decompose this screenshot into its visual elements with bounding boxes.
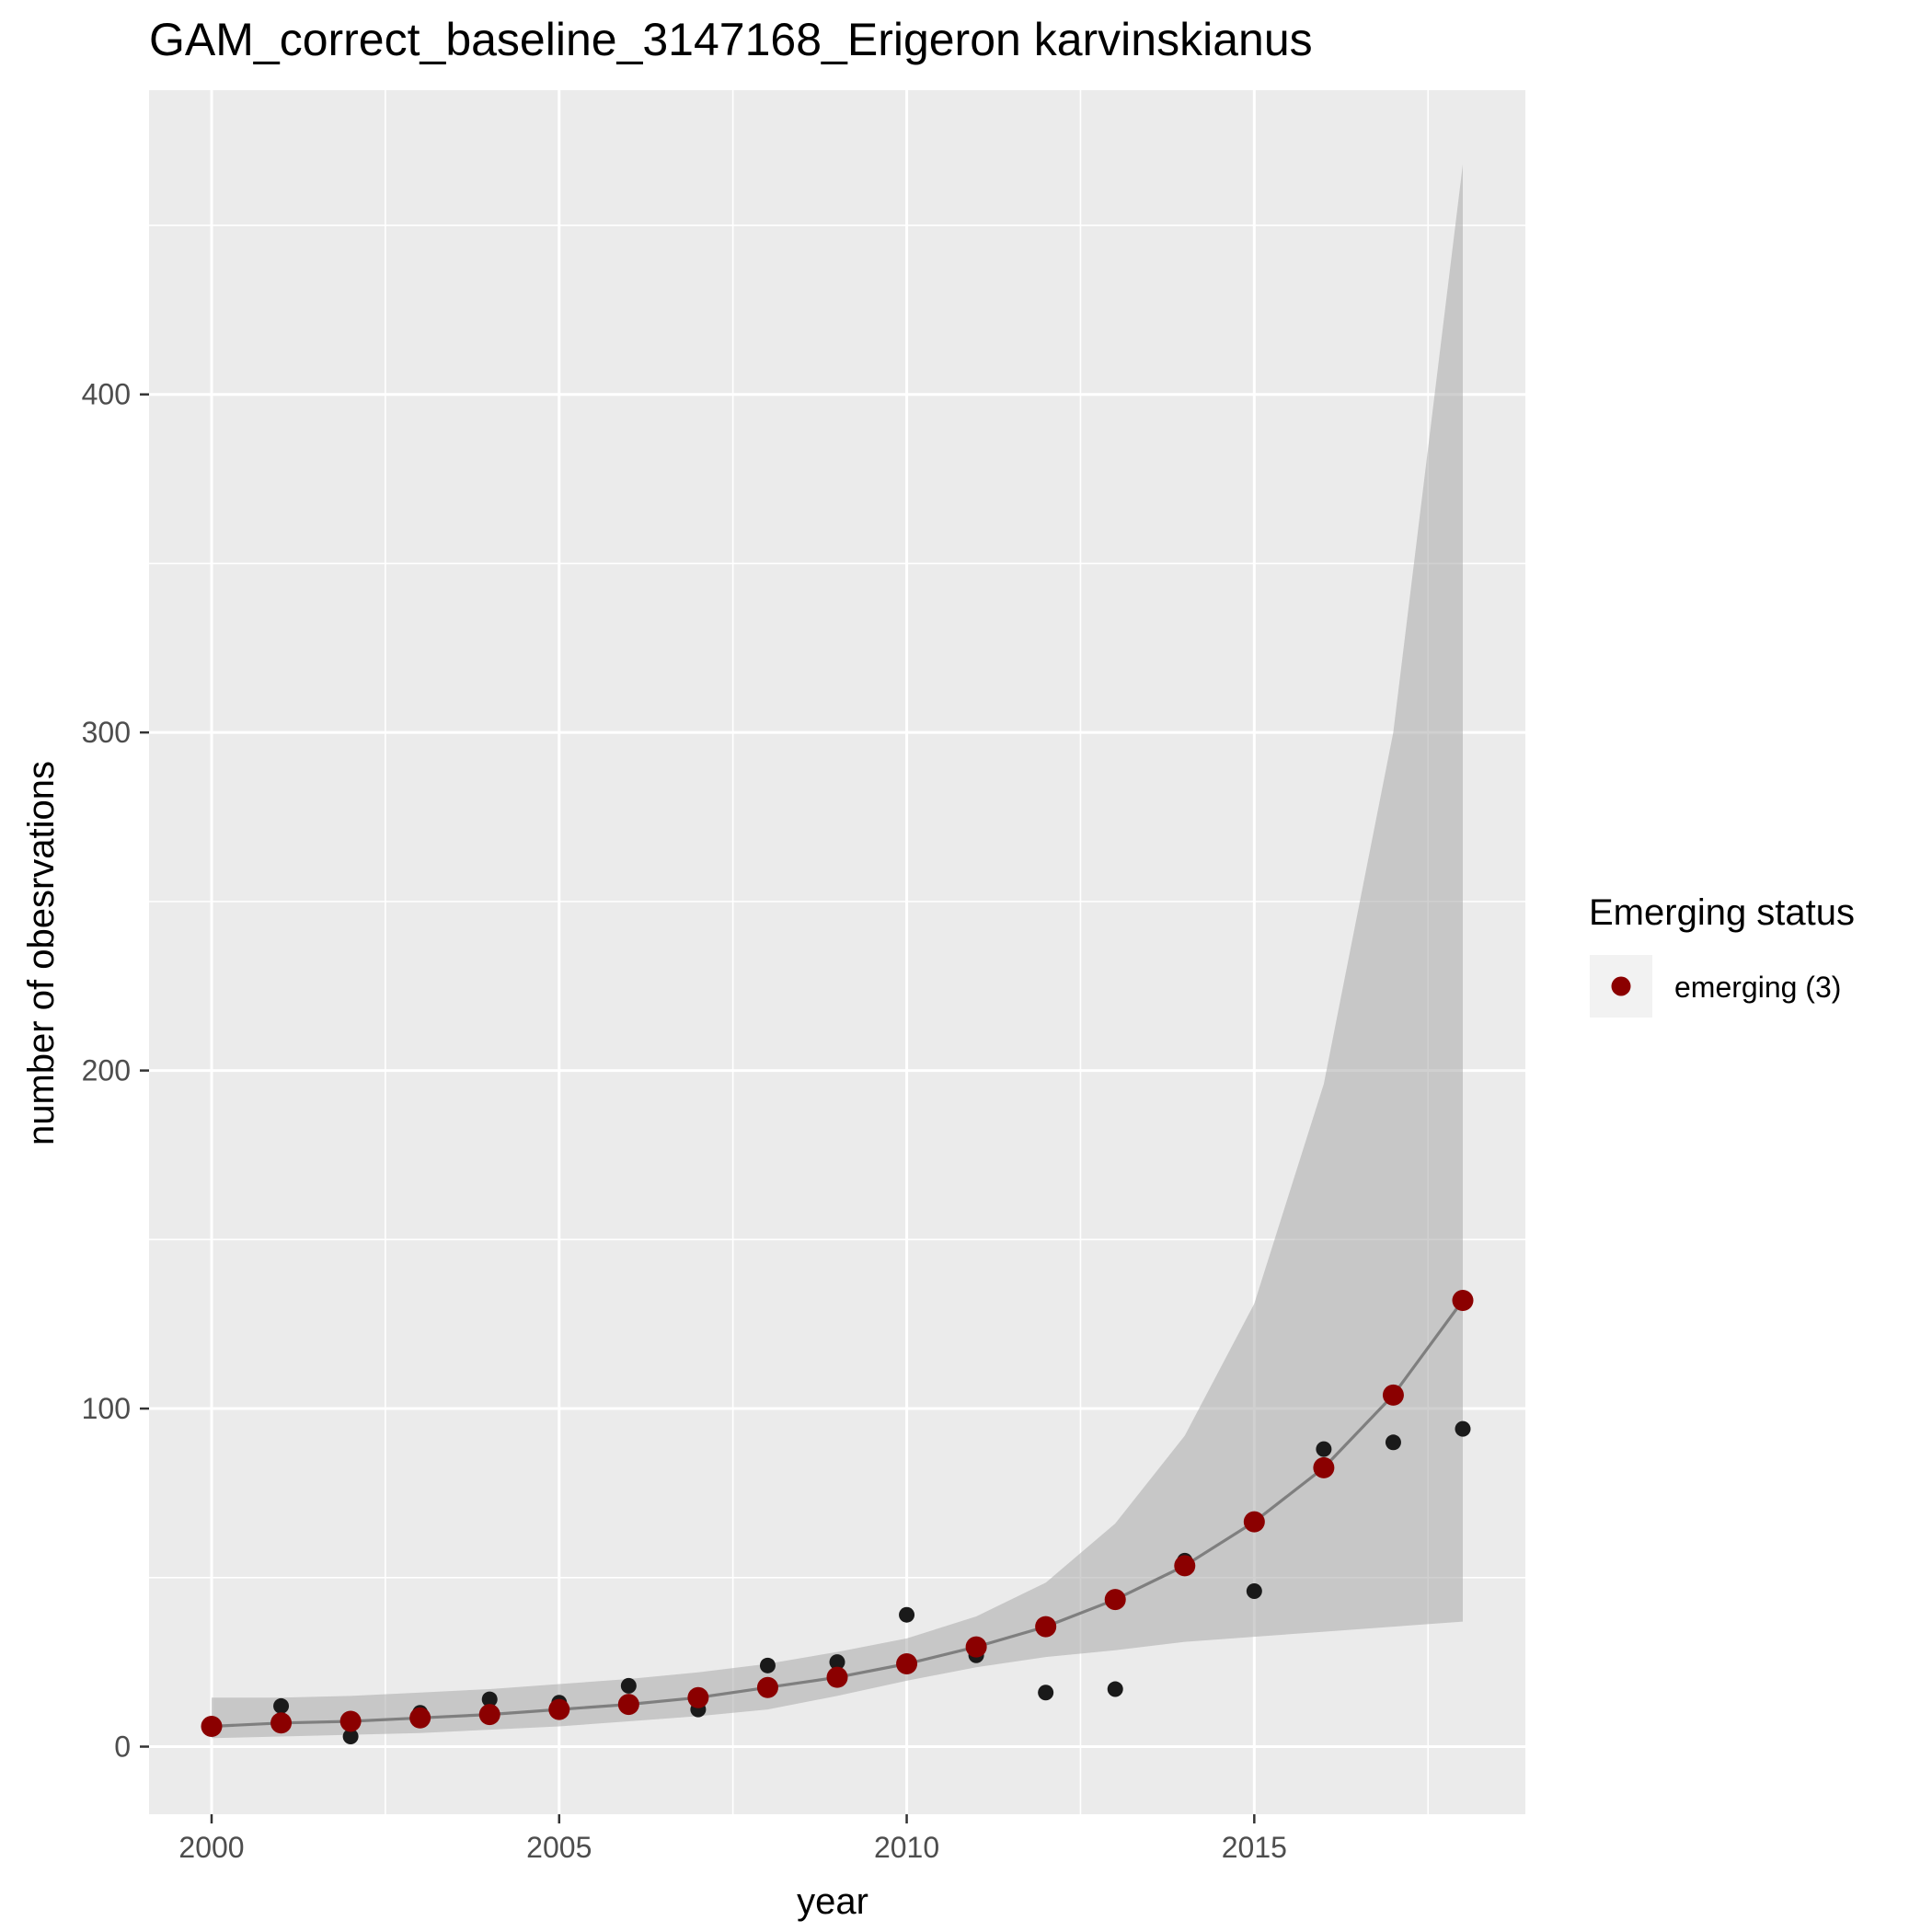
observed-point — [342, 1728, 359, 1744]
observed-point — [1316, 1441, 1332, 1457]
fitted-point — [1035, 1616, 1057, 1638]
fitted-point — [548, 1698, 570, 1720]
observed-point — [273, 1697, 290, 1714]
fitted-point — [687, 1686, 709, 1708]
x-tick-label: 2015 — [1222, 1831, 1287, 1864]
observed-point — [1455, 1420, 1471, 1437]
fitted-point — [1243, 1511, 1265, 1533]
observed-point — [1107, 1681, 1123, 1697]
y-tick-label: 400 — [82, 378, 131, 411]
fitted-point — [270, 1712, 293, 1734]
x-tick-label: 2000 — [178, 1831, 244, 1864]
observed-point — [1385, 1434, 1401, 1451]
fitted-point — [1104, 1589, 1126, 1611]
observed-point — [1038, 1685, 1054, 1701]
fitted-point — [1452, 1289, 1474, 1311]
fitted-point — [896, 1652, 918, 1674]
fitted-point — [409, 1707, 431, 1729]
chart-title: GAM_correct_baseline_3147168_Erigeron ka… — [149, 14, 1313, 65]
fitted-point — [1313, 1456, 1335, 1478]
confidence-band — [212, 164, 1463, 1739]
fitted-point — [756, 1676, 778, 1698]
fitted-point — [617, 1694, 639, 1716]
observed-point — [481, 1691, 498, 1708]
fitted-point — [1382, 1384, 1404, 1406]
confidence-band-layer — [212, 164, 1463, 1739]
fitted-point — [339, 1710, 362, 1732]
legend-key-point — [1611, 976, 1631, 996]
y-axis-title: number of obesrvations — [21, 761, 62, 1145]
major-gridlines — [149, 90, 1525, 1814]
y-tick-label: 100 — [82, 1392, 131, 1425]
y-tick-label: 200 — [82, 1054, 131, 1087]
axis-ticks: 2000 2005 2010 2015 0 100 200 300 400 — [82, 378, 1287, 1864]
fitted-point — [1174, 1555, 1196, 1577]
observed-point — [1246, 1582, 1262, 1599]
x-tick-label: 2010 — [874, 1831, 939, 1864]
legend: Emerging status emerging (3) — [1589, 892, 1855, 1018]
fitted-point — [965, 1636, 987, 1658]
fitted-point — [478, 1704, 500, 1726]
fitted-points-layer — [201, 1289, 1474, 1737]
legend-label: emerging (3) — [1674, 971, 1841, 1004]
legend-title: Emerging status — [1589, 892, 1855, 933]
fitted-point — [201, 1715, 223, 1737]
observed-point — [759, 1657, 776, 1673]
observed-point — [829, 1654, 845, 1671]
x-axis-title: year — [797, 1881, 868, 1922]
y-tick-label: 0 — [114, 1731, 131, 1764]
x-tick-label: 2005 — [526, 1831, 592, 1864]
y-tick-label: 300 — [82, 716, 131, 749]
observed-point — [620, 1677, 637, 1694]
minor-gridlines — [149, 90, 1525, 1814]
fitted-point — [826, 1666, 848, 1688]
observed-point — [899, 1606, 915, 1623]
